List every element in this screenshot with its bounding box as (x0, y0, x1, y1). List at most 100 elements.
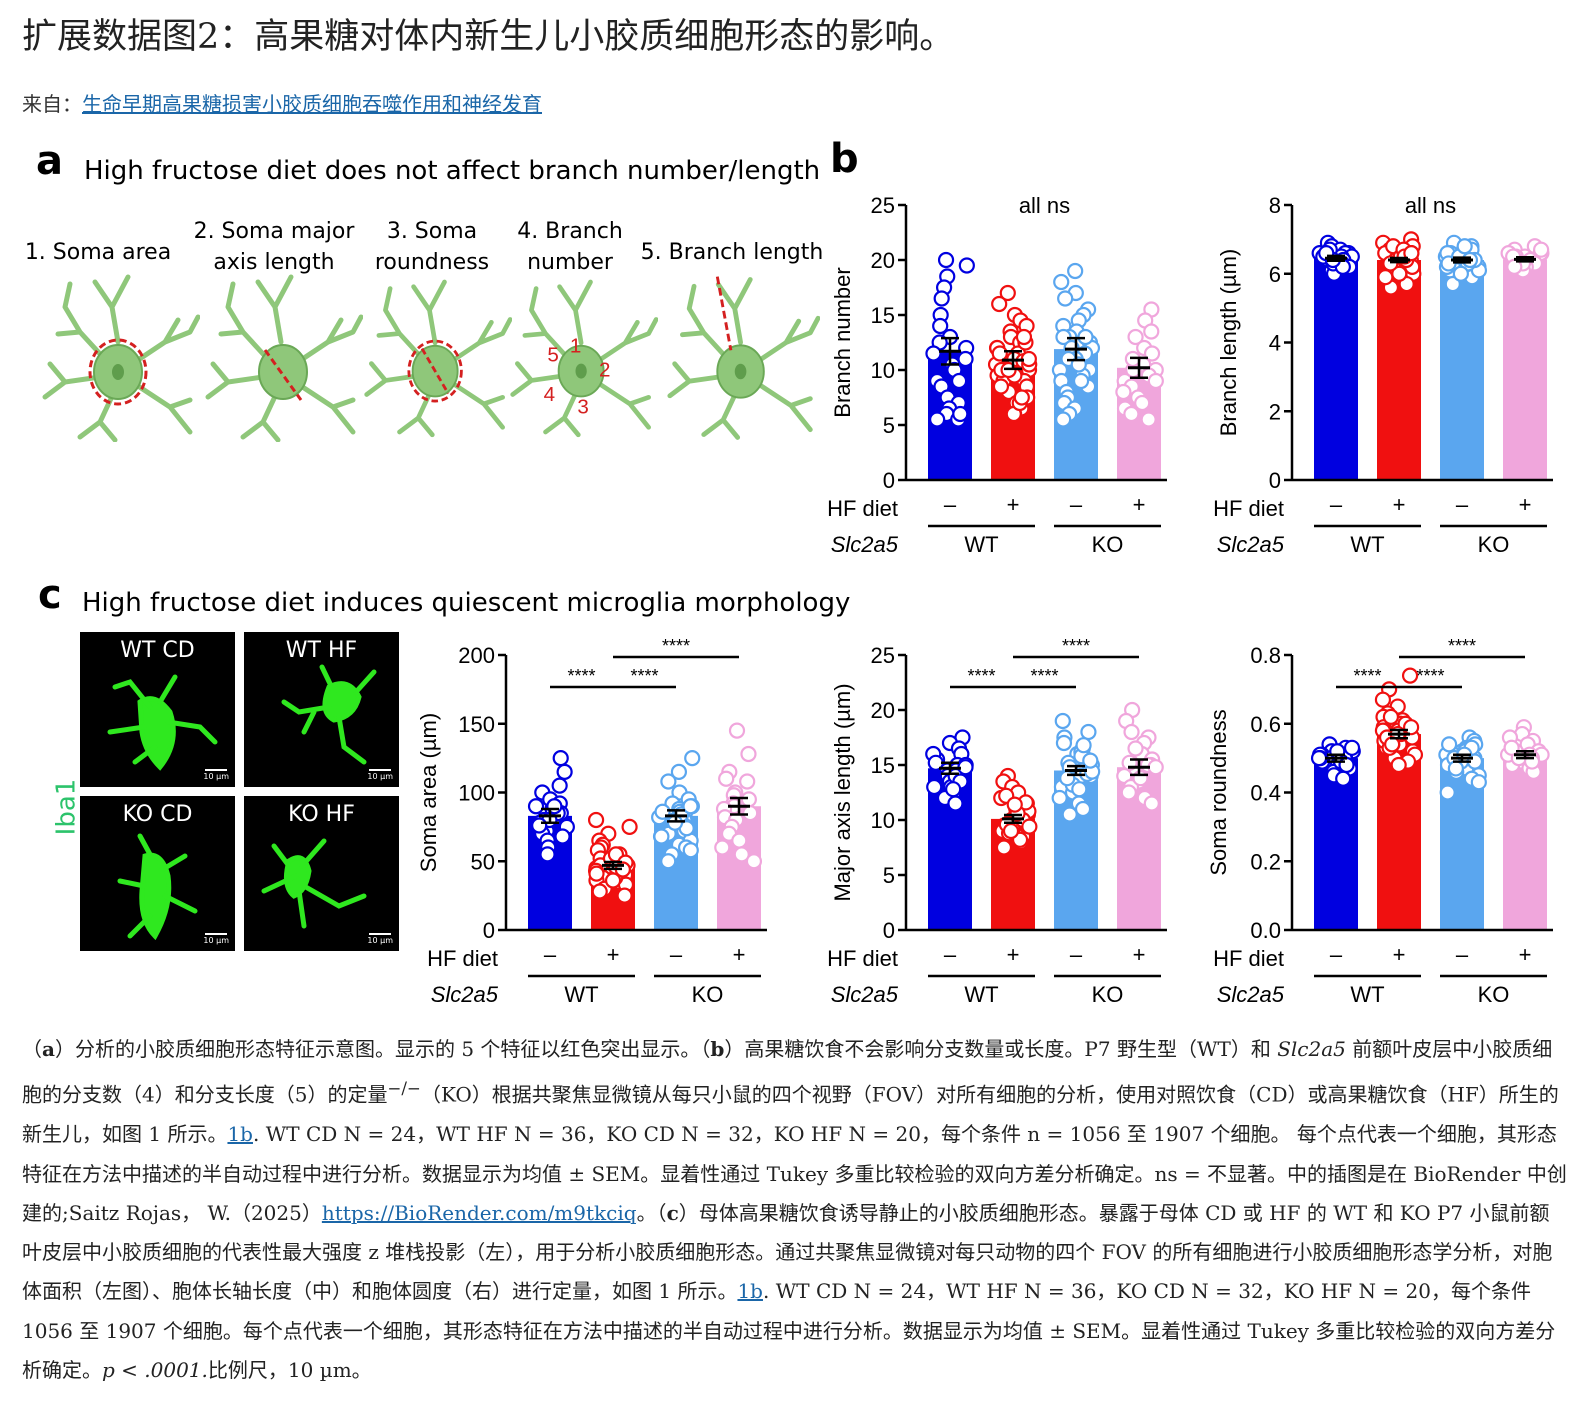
micrograph-wt-cd: WT CD 10 µm (80, 632, 235, 787)
hf-diet-sign: + (1133, 942, 1146, 967)
y-tick-label: 20 (871, 698, 895, 723)
data-point (1338, 756, 1355, 774)
micrograph-ko-cd-cell (117, 833, 198, 941)
bar (1377, 260, 1421, 480)
data-point (952, 405, 969, 423)
micrograph-wt-hf-cell (281, 664, 377, 765)
micrograph-ko-hf: KO HF 10 µm (244, 796, 399, 951)
y-tick-label: 15 (871, 753, 895, 778)
branch-number-3: 3 (577, 395, 588, 418)
data-point (1002, 822, 1020, 840)
data-point (991, 345, 1008, 362)
data-point (1439, 784, 1456, 801)
data-point (1441, 736, 1458, 753)
data-point (1054, 712, 1071, 730)
y-axis-label: Soma roundness (1206, 709, 1231, 875)
chart-4 (1284, 653, 1553, 978)
data-point (1051, 789, 1068, 807)
y-tick-label: 150 (458, 712, 495, 737)
data-point (745, 853, 763, 870)
microglia-illustration-soma-roundness (364, 279, 512, 438)
data-point (1444, 275, 1461, 293)
data-point (551, 777, 568, 794)
data-point (957, 350, 974, 368)
hf-diet-sign: – (670, 942, 683, 967)
hf-diet-sign: + (733, 942, 746, 967)
y-tick-label: 4 (1269, 331, 1281, 356)
bar (1440, 260, 1484, 480)
caption-label-a: a (42, 1037, 55, 1061)
data-point (733, 846, 750, 863)
hf-diet-sign: + (1133, 492, 1146, 517)
caption-sup: −/− (387, 1079, 421, 1099)
significance-label: **** (1062, 636, 1090, 656)
significance-label: **** (967, 666, 995, 686)
data-point (1374, 691, 1392, 708)
branch-number-4: 4 (544, 383, 555, 406)
data-point (616, 887, 633, 904)
ns-annotation: all ns (1019, 193, 1070, 218)
y-tick-label: 10 (871, 808, 895, 833)
hf-diet-sign: + (1519, 942, 1532, 967)
data-point (554, 828, 571, 845)
data-point (1055, 411, 1072, 428)
data-point (739, 773, 756, 790)
data-point (552, 750, 569, 767)
hf-diet-sign: + (1007, 492, 1020, 517)
caption-text-b3: （KO）根据共聚焦显微镜从每只小鼠的四个视野（FOV）对所有细胞的分析，使用对照… (22, 1082, 1559, 1147)
y-tick-label: 5 (883, 863, 895, 888)
data-point (1071, 781, 1088, 798)
y-tick-label: 10 (871, 358, 895, 383)
row-label-hf-diet: HF diet (1213, 496, 1284, 521)
micrograph-wt-hf: WT HF 10 µm (244, 632, 399, 787)
caption-text-c2: . WT CD N = 24，WT HF N = 36，KO CD N = 32… (22, 1279, 1556, 1383)
data-point (556, 763, 573, 780)
data-point (621, 818, 638, 835)
caption-label-b: b (710, 1037, 725, 1061)
data-point (740, 745, 757, 763)
panel-c-heading: High fructose diet induces quiescent mic… (82, 588, 851, 618)
data-point (929, 411, 946, 428)
row-label-genotype: Slc2a5 (1217, 532, 1285, 557)
data-point (660, 773, 677, 790)
branch-number-1: 1 (570, 334, 581, 357)
micrograph-label-wt-cd: WT CD (120, 638, 195, 663)
data-point (682, 798, 699, 815)
data-point (1343, 739, 1361, 756)
hf-diet-sign: – (1330, 942, 1343, 967)
hf-diet-sign: – (1330, 492, 1343, 517)
y-tick-label: 0.2 (1250, 849, 1281, 874)
caption-text-b: ）高果糖饮食不会影响分支数量或长度。P7 野生型（WT）和 (724, 1037, 1278, 1061)
scale-bar: 10 µm (367, 769, 393, 781)
data-point (684, 750, 701, 767)
feature-label-branch-length: 5. Branch length (640, 240, 824, 265)
data-point (933, 290, 950, 307)
micrograph-ko-hf-cell (261, 838, 367, 929)
branch-number-5: 5 (547, 344, 558, 367)
hf-diet-sign: – (944, 492, 957, 517)
feature-label-branch-number: 4. Branch number (517, 219, 623, 275)
data-point (670, 763, 688, 780)
caption-label-c: c (666, 1200, 679, 1225)
data-point (995, 839, 1013, 856)
data-point (539, 846, 556, 863)
data-point (1021, 818, 1038, 835)
caption-link-fig1b[interactable]: 1b (227, 1122, 253, 1147)
caption-link-biorender[interactable]: https://BioRender.com/m9tkciq (321, 1200, 637, 1225)
data-point (1143, 345, 1161, 362)
significance-label: **** (1353, 666, 1381, 686)
y-tick-label: 100 (458, 781, 495, 806)
y-tick-label: 0 (483, 918, 495, 943)
data-point (1072, 372, 1090, 390)
data-point (1452, 265, 1469, 282)
caption-p-value: p < .0001. (102, 1358, 208, 1383)
data-point (1147, 372, 1164, 390)
source-article-link[interactable]: 生命早期高果糖损害小胶质细胞吞噬作用和神经发育 (82, 92, 542, 116)
data-point (1403, 245, 1420, 262)
data-point (1523, 753, 1541, 770)
caption-link-fig1b-2[interactable]: 1b (737, 1279, 763, 1304)
row-label-hf-diet: HF diet (827, 496, 898, 521)
data-point (1127, 740, 1144, 757)
data-point (1143, 795, 1160, 812)
